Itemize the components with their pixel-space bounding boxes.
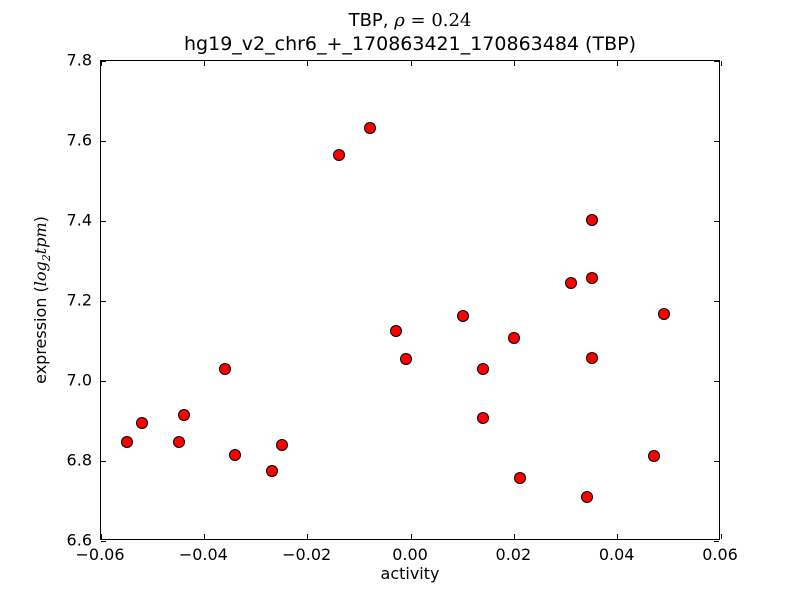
y-tick-label: 7.2 (66, 290, 92, 310)
x-tick-label: −0.06 (75, 545, 125, 564)
y-tick-label: 6.8 (66, 450, 92, 470)
data-point (389, 324, 402, 337)
rho-value: = 0.24 (404, 10, 472, 31)
x-tick-mark (513, 534, 515, 539)
data-point (658, 308, 671, 321)
data-point (477, 362, 490, 375)
y-axis-label-log: log (31, 261, 50, 287)
x-tick-label: −0.02 (282, 545, 332, 564)
chart-subtitle: hg19_v2_chr6_+_170863421_170863484 (TBP) (184, 33, 636, 55)
data-point (136, 417, 149, 430)
data-point (513, 472, 526, 485)
y-axis-label-math: log2tpm (31, 222, 53, 287)
x-tick-mark (720, 61, 722, 66)
data-point (647, 449, 660, 462)
y-tick-mark (101, 140, 106, 142)
y-tick-label: 7.4 (66, 210, 92, 230)
data-point (456, 310, 469, 323)
y-tick-mark (101, 300, 106, 302)
x-tick-mark (617, 534, 619, 539)
x-tick-label: −0.04 (178, 545, 228, 564)
y-tick-label: 7.0 (66, 370, 92, 390)
x-tick-label: 0.00 (392, 545, 428, 564)
data-point (585, 213, 598, 226)
data-point (565, 277, 578, 290)
y-tick-mark (714, 540, 719, 542)
y-tick-mark (714, 300, 719, 302)
data-point (585, 271, 598, 284)
x-tick-mark (617, 61, 619, 66)
data-point (172, 435, 185, 448)
x-tick-mark (307, 534, 309, 539)
y-tick-label: 7.8 (66, 50, 92, 70)
x-tick-mark (513, 61, 515, 66)
y-tick-mark (101, 380, 106, 382)
y-tick-mark (101, 60, 106, 62)
plot-area (100, 60, 722, 542)
data-point (177, 408, 190, 421)
x-tick-label: 0.04 (598, 545, 635, 564)
chart-title-text: TBP, (348, 10, 395, 31)
y-tick-mark (714, 140, 719, 142)
x-axis-label: activity (380, 564, 440, 583)
chart-title: TBP, ρ = 0.24 (349, 10, 472, 31)
data-point (120, 435, 133, 448)
data-point (585, 352, 598, 365)
y-tick-mark (714, 60, 719, 62)
y-tick-mark (101, 220, 106, 222)
data-point (363, 122, 376, 135)
x-tick-mark (100, 534, 102, 539)
data-point (332, 149, 345, 161)
data-point (219, 362, 231, 375)
x-tick-mark (410, 534, 412, 539)
rho-symbol: ρ (394, 10, 405, 31)
data-point (580, 491, 593, 503)
chart-title-math: ρ = 0.24 (394, 10, 471, 31)
y-tick-mark (714, 460, 719, 462)
y-tick-mark (714, 380, 719, 382)
x-tick-mark (203, 534, 205, 539)
y-tick-label: 7.6 (66, 130, 92, 150)
data-point (399, 352, 412, 365)
x-tick-mark (307, 61, 309, 66)
x-tick-label: 0.06 (702, 545, 738, 564)
y-tick-mark (714, 220, 719, 222)
y-tick-label: 6.6 (66, 530, 92, 550)
data-point (477, 412, 490, 425)
x-tick-mark (100, 61, 102, 66)
data-point (275, 439, 288, 452)
data-point (508, 332, 521, 345)
x-tick-mark (410, 61, 412, 66)
y-tick-mark (101, 460, 106, 462)
y-axis-label-subscript: 2 (40, 254, 53, 262)
y-tick-mark (101, 540, 106, 542)
x-tick-mark (720, 534, 722, 539)
x-tick-mark (203, 61, 205, 66)
data-point (265, 464, 278, 477)
data-point (229, 449, 242, 462)
x-tick-label: 0.02 (495, 545, 532, 564)
